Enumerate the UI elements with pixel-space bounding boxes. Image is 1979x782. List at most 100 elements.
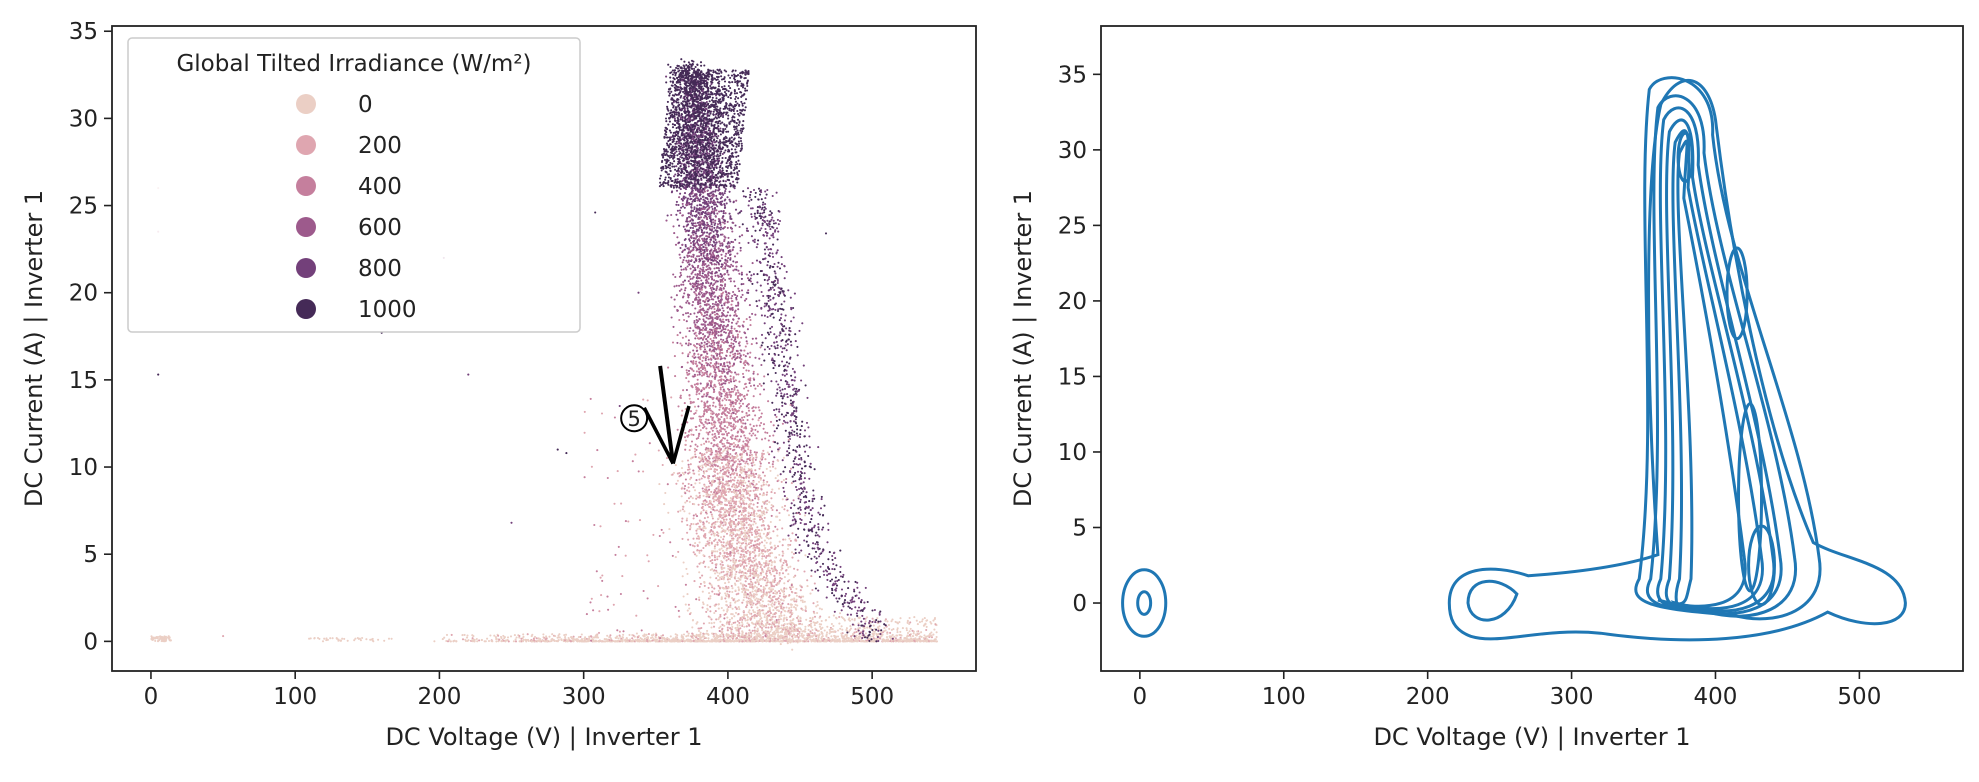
scatter-point <box>533 635 537 638</box>
scatter-point <box>687 61 690 64</box>
scatter-point <box>694 337 697 340</box>
scatter-point <box>733 280 736 283</box>
scatter-point <box>154 639 157 642</box>
scatter-point <box>726 260 729 264</box>
scatter-point <box>603 640 606 643</box>
scatter-point <box>695 437 698 440</box>
scatter-point <box>744 580 747 583</box>
scatter-point <box>331 637 334 640</box>
scatter-point <box>707 129 710 132</box>
scatter-point <box>823 640 826 643</box>
scatter-point <box>730 640 733 643</box>
scatter-point <box>783 582 786 585</box>
scatter-point <box>693 267 696 270</box>
scatter-point <box>614 636 617 639</box>
scatter-point <box>737 302 740 305</box>
scatter-point <box>748 316 751 319</box>
scatter-point <box>669 635 672 638</box>
scatter-point <box>821 626 824 629</box>
scatter-point <box>686 489 689 492</box>
scatter-point <box>745 318 748 321</box>
scatter-point <box>446 640 450 643</box>
scatter-point <box>766 619 769 622</box>
scatter-point <box>883 627 886 630</box>
scatter-point <box>827 637 830 640</box>
scatter-point <box>687 486 690 489</box>
scatter-point <box>452 640 455 643</box>
scatter-point <box>745 297 748 300</box>
scatter-point <box>886 632 889 635</box>
scatter-point <box>832 614 835 617</box>
scatter-point <box>820 623 823 626</box>
scatter-point <box>705 640 708 643</box>
scatter-point <box>709 365 712 368</box>
scatter-point <box>681 243 684 246</box>
scatter-point <box>674 636 677 639</box>
scatter-point <box>689 463 692 466</box>
scatter-point <box>730 387 733 391</box>
scatter-point <box>749 324 752 327</box>
scatter-point <box>727 368 730 371</box>
scatter-point <box>700 337 703 340</box>
scatter-point <box>826 631 829 634</box>
scatter-point <box>699 633 702 636</box>
scatter-point <box>734 238 737 241</box>
scatter-point <box>793 567 796 570</box>
scatter-point <box>600 640 603 643</box>
scatter-point <box>757 419 760 422</box>
scatter-point <box>698 343 701 346</box>
scatter-point <box>680 283 683 286</box>
scatter-point <box>684 431 687 434</box>
scatter-point <box>696 445 699 448</box>
scatter-point <box>809 617 812 620</box>
scatter-point <box>693 383 696 386</box>
scatter-point <box>807 628 810 631</box>
scatter-point <box>569 640 572 643</box>
scatter-point <box>687 339 690 342</box>
scatter-point <box>712 500 715 503</box>
scatter-point <box>913 639 916 642</box>
scatter-point <box>726 458 729 461</box>
scatter-point <box>353 639 356 642</box>
scatter-point <box>797 559 800 562</box>
scatter-point <box>922 640 925 643</box>
scatter-point <box>689 267 692 270</box>
scatter-point <box>356 636 359 640</box>
scatter-point <box>763 516 766 519</box>
scatter-point <box>698 226 701 230</box>
scatter-point <box>834 637 837 640</box>
scatter-point <box>715 336 718 339</box>
scatter-point <box>918 621 921 624</box>
scatter-point <box>686 327 689 330</box>
scatter-point <box>486 637 489 640</box>
scatter-point <box>706 336 710 339</box>
scatter-point <box>717 255 720 258</box>
scatter-point <box>754 540 757 543</box>
scatter-point <box>581 639 584 642</box>
scatter-point <box>617 637 620 640</box>
scatter-point <box>564 636 567 639</box>
scatter-point <box>707 207 710 210</box>
scatter-point <box>679 192 682 195</box>
scatter-point <box>872 624 875 627</box>
scatter-point <box>725 421 729 424</box>
scatter-point <box>732 376 735 379</box>
scatter-point <box>701 282 704 285</box>
scatter-point <box>652 637 655 641</box>
scatter-point <box>890 620 893 623</box>
scatter-point <box>760 518 764 521</box>
scatter-point <box>721 468 724 471</box>
scatter-point <box>850 637 853 640</box>
scatter-point <box>731 549 734 552</box>
scatter-point <box>718 408 721 411</box>
scatter-point <box>709 238 712 241</box>
scatter-point <box>676 67 680 70</box>
scatter-point <box>448 638 451 641</box>
scatter-point <box>934 623 937 626</box>
scatter-point <box>744 345 747 348</box>
scatter-point <box>735 199 738 202</box>
scatter-point <box>719 338 723 341</box>
scatter-point <box>776 545 780 548</box>
scatter-point <box>730 338 733 341</box>
